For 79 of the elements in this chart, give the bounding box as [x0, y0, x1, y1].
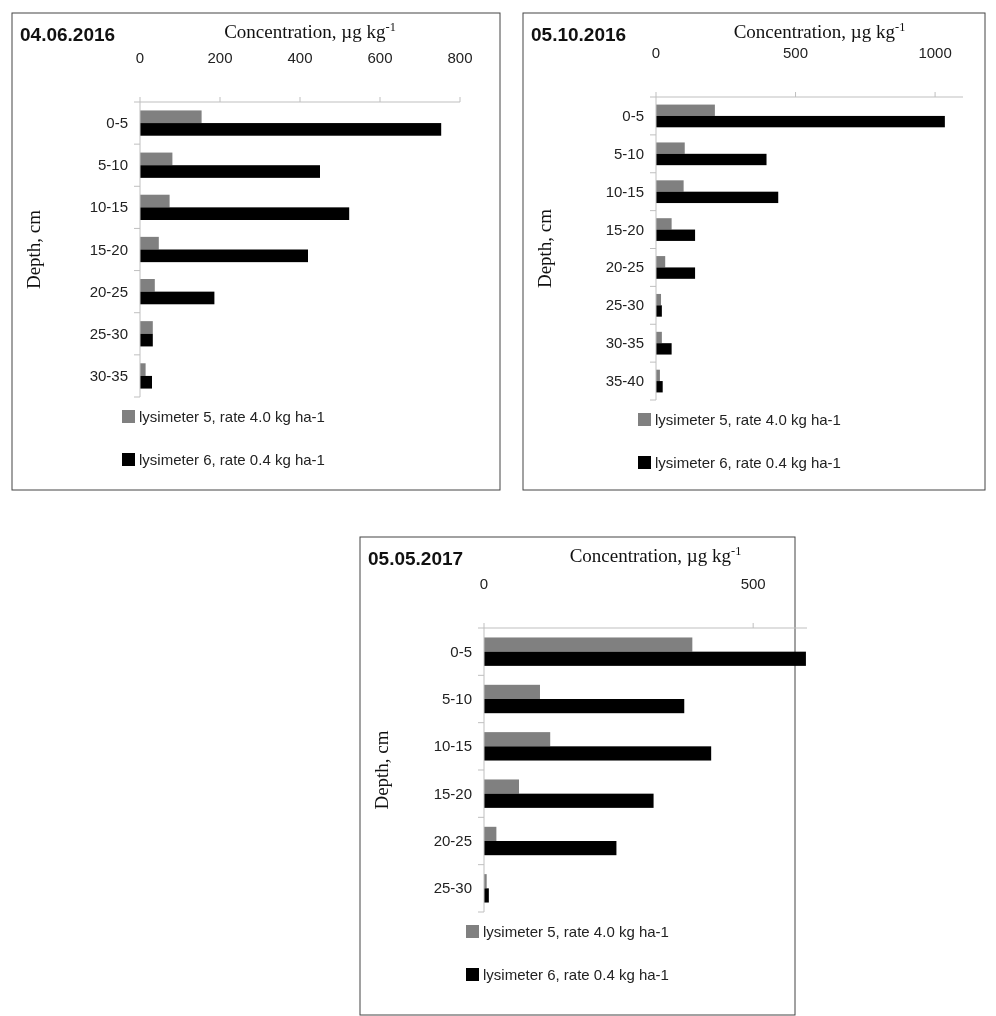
bar [140, 123, 442, 136]
bar [140, 152, 173, 166]
y-tick-label: 5-10 [97, 156, 128, 174]
bar [484, 746, 712, 761]
y-tick-label: 25-30 [89, 324, 128, 342]
x-tick-label: 1000 [918, 44, 952, 61]
y-axis-title: Depth, cm [371, 730, 392, 810]
bar [656, 305, 662, 317]
x-axis-title: Concentration, µg kg$^{-1}$ [224, 20, 396, 42]
x-tick-label: 600 [367, 49, 393, 66]
x-tick-label: 500 [740, 575, 766, 592]
bar [656, 229, 696, 241]
bar [656, 115, 945, 128]
legend-label: lysimeter 6, rate 0.4 kg ha-1 [483, 966, 669, 983]
y-tick-label: 25-30 [605, 296, 644, 314]
chart-title: 05.10.2016 [531, 24, 627, 45]
y-tick-label: 15-20 [433, 784, 472, 802]
y-tick-label: 15-20 [605, 220, 644, 238]
bar [484, 651, 806, 666]
y-tick-label: 5-10 [441, 690, 472, 707]
bar [484, 732, 551, 747]
bar [656, 104, 715, 116]
bar [140, 363, 146, 376]
y-tick-label: 30-35 [605, 334, 644, 352]
bar [140, 249, 308, 263]
bar [656, 343, 672, 355]
legend-label: lysimeter 6, rate 0.4 kg ha-1 [139, 451, 325, 468]
legend-label: lysimeter 5, rate 4.0 kg ha-1 [139, 408, 325, 425]
y-tick-label: 5-10 [613, 144, 644, 162]
x-tick-label: 0 [479, 575, 489, 592]
y-tick-label: 10-15 [433, 737, 472, 755]
x-tick-label: 400 [287, 49, 313, 66]
bar [656, 180, 684, 192]
y-tick-label: 10-15 [89, 198, 128, 216]
x-axis-title: Concentration, µg kg$^{-1}$ [733, 20, 906, 42]
bar [484, 841, 617, 856]
bar [140, 207, 350, 220]
bar [484, 637, 693, 652]
x-tick-label: 800 [447, 49, 473, 66]
bar [656, 218, 672, 230]
x-tick-label: 0 [135, 49, 145, 66]
legend-label: lysimeter 5, rate 4.0 kg ha-1 [655, 411, 841, 428]
bar [140, 165, 320, 178]
y-axis-title: Depth, cm [23, 209, 44, 290]
bar [484, 779, 519, 794]
bar [140, 236, 159, 250]
bar [656, 153, 767, 166]
y-tick-label: 10-15 [605, 182, 644, 200]
bar [140, 321, 153, 334]
y-tick-label: 20-25 [433, 832, 472, 849]
x-tick-label: 200 [207, 49, 233, 66]
x-tick-label: 0 [651, 44, 661, 61]
bar [656, 191, 779, 204]
y-tick-label: 25-30 [433, 879, 472, 897]
bar [484, 793, 654, 808]
y-tick-label: 0-5 [450, 642, 472, 660]
bar [140, 279, 155, 292]
bar [656, 267, 696, 279]
y-tick-label: 0-5 [622, 106, 644, 124]
y-tick-label: 35-40 [605, 372, 644, 390]
bar [484, 699, 685, 714]
bar [656, 142, 685, 154]
y-tick-label: 15-20 [89, 240, 128, 258]
bar [140, 110, 202, 124]
y-axis-title: Depth, cm [534, 208, 555, 289]
legend-label: lysimeter 6, rate 0.4 kg ha-1 [655, 454, 841, 471]
x-axis-title: Concentration, µg kg$^{-1}$ [569, 544, 742, 566]
chart-title: 04.06.2016 [20, 24, 116, 45]
legend-label: lysimeter 5, rate 4.0 kg ha-1 [483, 923, 669, 940]
bar [140, 194, 170, 208]
x-tick-label: 500 [783, 44, 809, 61]
y-tick-label: 30-35 [89, 366, 128, 384]
bar [140, 291, 215, 305]
chart-title: 05.05.2017 [368, 548, 464, 569]
y-tick-label: 0-5 [106, 114, 128, 132]
y-tick-label: 20-25 [89, 282, 128, 300]
y-tick-label: 20-25 [605, 258, 644, 276]
bar [140, 375, 152, 389]
bar [484, 684, 540, 699]
